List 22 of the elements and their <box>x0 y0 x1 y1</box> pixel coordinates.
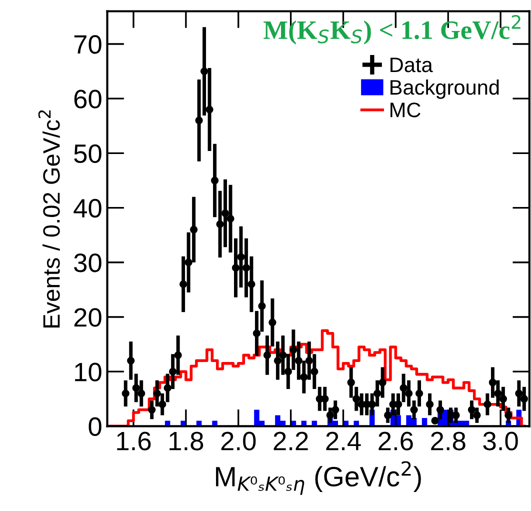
y-axis-title: Events / 0.02 GeV/c$^{2}$ <box>38 110 60 328</box>
y-tick-label: 60 <box>74 90 102 108</box>
legend-label: MC <box>390 102 420 118</box>
x-tick-label: 2.2 <box>274 432 308 450</box>
y-tick-label: 30 <box>74 254 102 272</box>
x-tick-label: 1.8 <box>170 432 204 450</box>
x-tick-label: 2.6 <box>378 432 413 450</box>
y-tick-label: 10 <box>75 362 102 382</box>
x-tick-label: 2.8 <box>431 432 466 450</box>
x-tick-label: 1.6 <box>117 432 151 450</box>
x-axis-title: M$_{K⁰ₛK⁰ₛη}$ (GeV/c$^{2}$) <box>216 461 421 495</box>
x-tick-label: 2.4 <box>326 432 361 450</box>
y-tick-label: 0 <box>88 417 102 436</box>
y-tick-label: 50 <box>74 144 102 164</box>
legend-label: Background <box>390 79 499 99</box>
legend-label: Data <box>390 58 433 72</box>
y-tick-label: 40 <box>74 198 102 218</box>
y-tick-label: 20 <box>74 308 102 327</box>
x-tick-label: 2.0 <box>221 432 256 450</box>
annotation: M(K$_{S}$K$_{S}$) < 1.1 GeV/c$^{2}$ <box>264 15 520 44</box>
x-tick-label: 3.0 <box>483 432 518 450</box>
y-tick-label: 70 <box>74 35 102 54</box>
